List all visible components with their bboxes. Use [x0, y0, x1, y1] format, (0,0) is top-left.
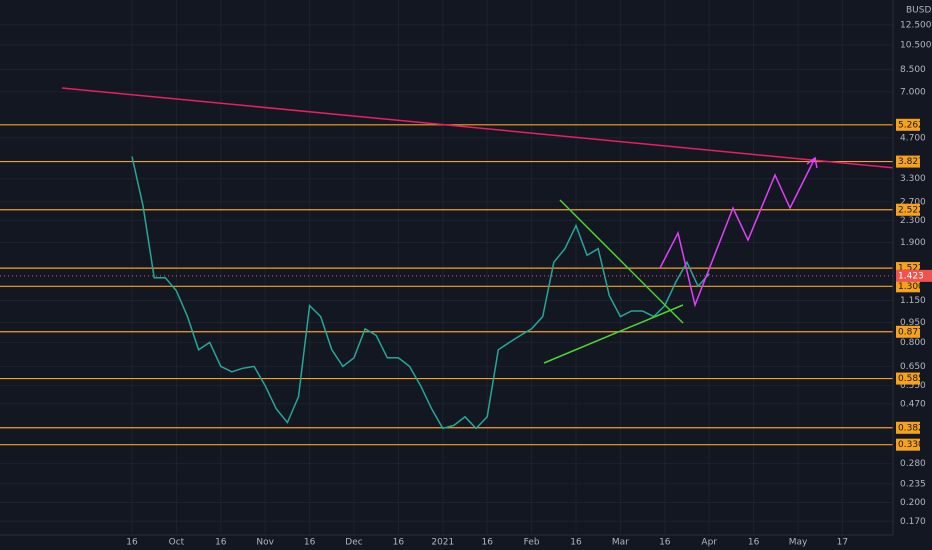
- level-tag: [896, 421, 920, 434]
- level-label: 3.827: [898, 157, 924, 167]
- x-tick-label: 16: [570, 538, 582, 548]
- trend-line: [559, 199, 684, 324]
- level-tag: [896, 203, 920, 216]
- y-tick-label: 4.700: [900, 133, 926, 143]
- trend-line: [543, 304, 684, 364]
- x-tick-label: Dec: [345, 538, 362, 548]
- x-tick-label: 16: [215, 538, 227, 548]
- y-tick-label: 12.500: [900, 20, 932, 30]
- drawings: [61, 87, 896, 364]
- level-tag: [896, 372, 920, 385]
- y-tick-label: 2.300: [900, 216, 926, 226]
- y-tick-label: 0.650: [900, 362, 926, 372]
- y-tick-label: 0.170: [900, 517, 926, 527]
- y-tick-label: 2.700: [900, 197, 926, 207]
- currency: BUSD: [906, 6, 931, 16]
- level-label: 0.877: [898, 327, 924, 337]
- axis: 12.500 10.500 8.500 7.000 4.700 3.300 2.700 2.3…: [126, 20, 932, 548]
- y-tick-label: 8.500: [900, 65, 926, 75]
- y-tick-label: 0.235: [900, 479, 926, 489]
- level-label: 0.330: [898, 440, 924, 450]
- x-tick-label: 16: [748, 538, 760, 548]
- x-tick-label: Oct: [169, 538, 185, 548]
- y-tick-label: 0.470: [900, 399, 926, 409]
- x-tick-label: 16: [126, 538, 138, 548]
- y-tick-label: 0.280: [900, 459, 926, 469]
- level-tag: [896, 280, 920, 293]
- x-tick-label: Mar: [612, 538, 629, 548]
- y-tick-label: 0.950: [900, 318, 926, 328]
- x-tick-label: Feb: [524, 538, 540, 548]
- y-tick-label: 1.150: [900, 296, 926, 306]
- x-tick-label: 17: [837, 538, 848, 548]
- current-price-label: 1.423: [898, 271, 924, 281]
- x-tick-label: 16: [304, 538, 316, 548]
- x-tick-label: 16: [393, 538, 405, 548]
- y-tick-label: 3.300: [900, 174, 926, 184]
- y-tick-label: 1.900: [900, 238, 926, 248]
- level-tag: [896, 438, 920, 451]
- plot: [0, 156, 893, 430]
- level-tag: [896, 118, 920, 131]
- y-tick-label: 0.550: [900, 381, 926, 391]
- y-tick-label: 0.200: [900, 498, 926, 508]
- level-label: 0.585: [898, 374, 924, 384]
- level-label: 0.382: [898, 423, 924, 433]
- x-tick-label: May: [789, 538, 808, 548]
- y-tick-label: 7.000: [900, 87, 926, 97]
- level-label: 5.262: [898, 120, 924, 130]
- x-tick-label: Apr: [701, 538, 717, 548]
- current-price-tag: [896, 269, 932, 282]
- x-tick-label: 16: [659, 538, 671, 548]
- level-tag: [896, 155, 920, 168]
- price-line: [131, 156, 710, 430]
- trend-line: [61, 87, 896, 169]
- x-tick-label: 16: [481, 538, 493, 548]
- level-label: 1.522: [898, 264, 924, 274]
- y-tick-label: 0.800: [900, 338, 926, 348]
- level-label: 2.522: [898, 205, 924, 215]
- level-label: 1.300: [898, 282, 924, 292]
- level-tag: [896, 325, 920, 338]
- x-tick-label: 2021: [431, 538, 454, 548]
- x-tick-label: Nov: [256, 538, 274, 548]
- y-tick-label: 10.500: [900, 40, 932, 50]
- arrow-head: [806, 156, 818, 169]
- projection: [659, 157, 816, 308]
